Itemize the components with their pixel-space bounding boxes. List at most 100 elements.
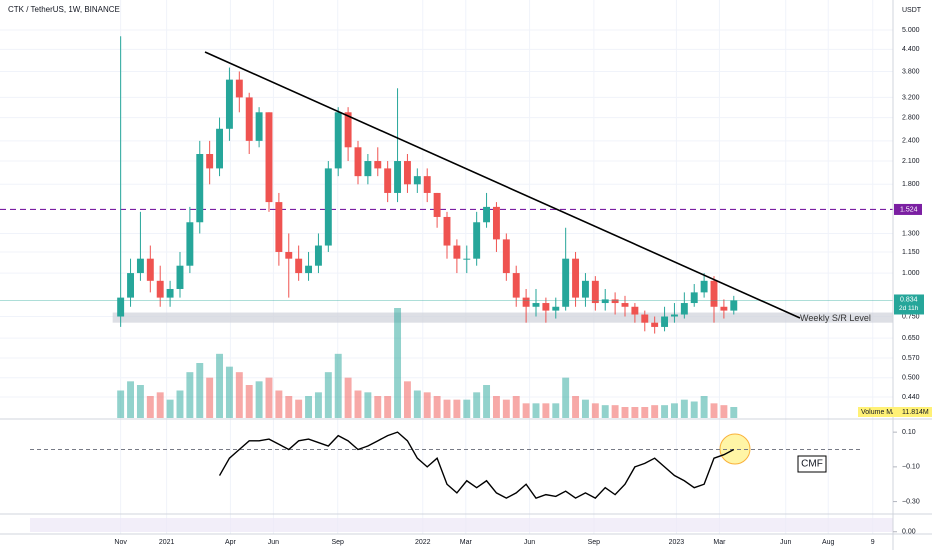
candle-body (492, 206, 500, 240)
volume-bar (136, 385, 144, 418)
y-tick-label: 0.650 (902, 335, 920, 342)
volume-bar (275, 390, 283, 418)
x-tick-label: 9 (871, 539, 875, 546)
candle-body (127, 273, 134, 298)
x-tick-label: 2023 (669, 539, 685, 546)
x-tick-label: Jun (780, 539, 791, 546)
candle-body (117, 297, 125, 317)
volume-bar (146, 396, 154, 418)
volume-bar (542, 403, 550, 418)
price-tag-value: 0.834 (900, 296, 918, 303)
volume-bar (661, 405, 669, 418)
volume-bar (463, 399, 471, 418)
volume-bar (512, 396, 520, 418)
price-tag (894, 294, 924, 315)
volume-ma-value: 11.814M (902, 409, 929, 416)
volume-bar (176, 390, 184, 418)
candle-body (245, 97, 253, 141)
volume-bar (324, 372, 332, 418)
volume-bar (225, 366, 233, 418)
trend-line (204, 51, 801, 319)
volume-bar (730, 407, 738, 418)
sr-band (112, 312, 894, 323)
x-tick-label: Sep (588, 539, 601, 546)
candle-body (255, 112, 263, 141)
volume-bar (552, 403, 560, 418)
cmf-pane (30, 431, 897, 503)
volume-bar (700, 396, 708, 418)
candle-body (463, 258, 471, 260)
volume-bar (670, 403, 678, 418)
cmf-box (797, 455, 827, 473)
y-tick-label: 0.440 (902, 394, 920, 401)
volume-bar (532, 403, 540, 418)
candle-body (680, 303, 688, 315)
x-tick-label: Nov (114, 539, 127, 546)
y-tick-label: 0.500 (902, 375, 920, 382)
candle-body (225, 79, 233, 129)
y-tick-label: 1.000 (902, 270, 920, 277)
volume-bar (344, 377, 352, 418)
x-tick-label: Jun (268, 539, 279, 546)
y-tick-label: 3.200 (902, 94, 920, 101)
candle-body (324, 168, 332, 246)
volume-bar (502, 399, 510, 418)
candle-body (512, 273, 520, 298)
candle-body (156, 280, 164, 298)
candle-body (670, 314, 678, 317)
volume-bar (433, 396, 441, 418)
candle-body (216, 128, 224, 169)
y-tick-label: −0.10 (902, 464, 920, 471)
y-tick-label: 3.800 (902, 68, 920, 75)
volume-bar (453, 399, 461, 418)
candle-body (720, 306, 728, 311)
volume-bar (364, 392, 372, 418)
candle-body (364, 161, 372, 177)
volume-bar (314, 392, 322, 418)
volume-ma-value-box (893, 407, 932, 417)
y-tick-label: 1.300 (902, 230, 920, 237)
candle-body (265, 112, 273, 203)
candle-body (700, 280, 708, 293)
candle-body (206, 154, 214, 169)
symbol-title: CTK / TetherUS, 1W, BINANCE (8, 5, 120, 14)
y-tick-label: −0.30 (902, 498, 920, 505)
volume-bar (680, 399, 688, 418)
candle-body (532, 303, 540, 307)
main-pane (0, 36, 894, 418)
volume-bar (334, 353, 342, 418)
candle-body (136, 258, 144, 274)
candle-body (413, 176, 421, 185)
candle-body (621, 303, 629, 307)
candle-body (572, 258, 580, 298)
candle-body (651, 322, 659, 327)
candle-body (433, 192, 441, 217)
y-tick-label: 0.00 (902, 529, 916, 536)
volume-bar (265, 377, 273, 418)
candle-body (334, 112, 342, 169)
volume-bar (690, 401, 698, 418)
candle-body (344, 112, 352, 148)
candle-body (295, 258, 303, 274)
candle-body (305, 265, 313, 274)
candle-body (502, 239, 510, 274)
x-tick-label: Mar (713, 539, 726, 546)
x-tick-label: Sep (331, 539, 344, 546)
y-tick-label: 4.400 (902, 46, 920, 53)
volume-bar (117, 390, 125, 418)
volume-bar (285, 396, 293, 418)
candle-body (710, 280, 718, 307)
candle-body (354, 147, 362, 177)
volume-bar (255, 381, 263, 418)
candle-body (611, 299, 619, 304)
volume-bar (473, 392, 481, 418)
volume-bar (206, 377, 214, 418)
indicator-band (30, 518, 893, 532)
y-tick-label: 0.10 (902, 429, 916, 436)
candle-body (285, 251, 293, 259)
volume-bar (601, 405, 609, 418)
candle-body (384, 168, 392, 193)
y-tick-label: 0.570 (902, 355, 920, 362)
candle-body (730, 300, 738, 311)
volume-bar (720, 405, 728, 418)
